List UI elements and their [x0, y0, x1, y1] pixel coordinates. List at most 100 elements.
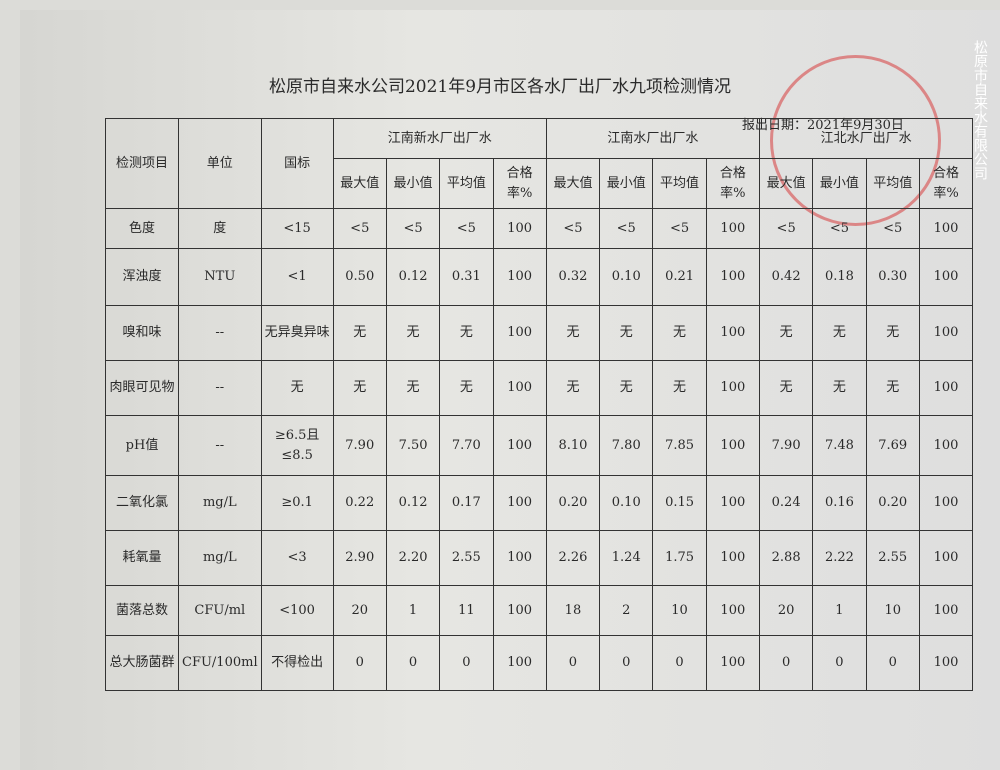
value-cell: 0 [545, 635, 601, 691]
value-cell: 0 [812, 635, 867, 691]
row-label: ≥0.1 [260, 475, 334, 531]
row-label: 无 [260, 360, 334, 416]
value-cell: 0 [385, 635, 441, 691]
value-cell: 2.20 [385, 530, 441, 586]
subheader-cell: 平均值 [439, 158, 494, 209]
row-label: 二氧化氯 [105, 475, 179, 531]
value-cell: 7.90 [332, 415, 387, 476]
subheader-cell: 平均值 [652, 158, 707, 209]
page: 松原市自来水公司2021年9月市区各水厂出厂水九项检测情况 报出日期：2021年… [20, 10, 1000, 770]
value-cell: 100 [492, 585, 547, 636]
row-label: <15 [260, 208, 334, 249]
subheader-cell: 最大值 [758, 158, 814, 209]
value-cell: 100 [705, 585, 760, 636]
value-cell: 100 [918, 305, 974, 361]
row: 色度度 <15 <5 <5 <5 100 <5 <5 <5 100 <5 <5 <5 100 [105, 208, 974, 249]
value-cell: 无 [758, 305, 814, 361]
value-cell: 100 [492, 360, 547, 416]
value-cell: <5 [652, 208, 707, 249]
value-cell: 100 [705, 475, 760, 531]
value-cell: 100 [705, 360, 760, 416]
value-cell: 无 [812, 305, 867, 361]
row-label: NTU [178, 248, 262, 306]
value-cell: 0.20 [545, 475, 601, 531]
value-cell: 0 [865, 635, 920, 691]
header-cell: 检测项目 [105, 118, 179, 209]
value-cell: 11 [439, 585, 494, 636]
row-label: CFU/ml [178, 585, 262, 636]
value-cell: 0.30 [865, 248, 920, 306]
group-header: 江北水厂出厂水 [758, 118, 974, 159]
row-label: 耗氧量 [105, 530, 179, 586]
row: 最大值 最小值 平均值 合格率% 最大值 最小值 平均值 合格率% 最大值 最小值 平均值 合格率% [106, 158, 974, 209]
value-cell: <5 [332, 208, 387, 249]
value-cell: 100 [918, 585, 974, 636]
value-cell: 无 [599, 305, 654, 361]
value-cell: 10 [652, 585, 707, 636]
value-cell: 0.18 [812, 248, 867, 306]
value-cell: 0.15 [652, 475, 707, 531]
row-label: -- [178, 415, 262, 476]
row: 浑浊度 NTU <1 0.50 0.12 0.31 100 0.32 0.10 0.21 100 0.… [105, 248, 974, 306]
row-label: <1 [260, 248, 334, 306]
row-label: -- [178, 360, 262, 416]
value-cell: 100 [918, 475, 974, 531]
value-cell: 100 [492, 475, 547, 531]
value-cell: 100 [918, 635, 974, 691]
value-cell: 100 [492, 208, 547, 249]
value-cell: <5 [599, 208, 654, 249]
value-cell: 0.24 [758, 475, 814, 531]
group-header: 江南新水厂出厂水 [332, 118, 547, 159]
value-cell: 100 [705, 208, 760, 249]
value-cell: 100 [492, 305, 547, 361]
subheader-cell: 合格率% [705, 158, 760, 209]
row-label: -- [178, 305, 262, 361]
value-cell: 100 [492, 530, 547, 586]
value-cell: 无 [599, 360, 654, 416]
value-cell: 0 [439, 635, 494, 691]
value-cell: 0.22 [332, 475, 387, 531]
row-label: 菌落总数 [105, 585, 179, 636]
value-cell: 无 [385, 360, 441, 416]
value-cell: 100 [705, 635, 760, 691]
value-cell: 无 [652, 360, 707, 416]
value-cell: 2.26 [545, 530, 601, 586]
value-cell: 100 [705, 415, 760, 476]
value-cell: 100 [918, 415, 974, 476]
value-cell: 100 [492, 635, 547, 691]
value-cell: 0.10 [599, 475, 654, 531]
row-label: pH值 [105, 415, 179, 476]
row: 耗氧量 mg/L <3 2.90 2.20 2.55 100 2.26 1.24 1.75 100 2… [105, 530, 974, 586]
subheader-cell: 合格率% [918, 158, 974, 209]
value-cell: <5 [439, 208, 494, 249]
row-label: 度 [178, 208, 262, 249]
value-cell: 100 [705, 530, 760, 586]
value-cell: 18 [545, 585, 601, 636]
row: 菌落总数 CFU/ml <100 20 1 11 100 18 2 10 100 20 1 10 100 [105, 585, 974, 636]
value-cell: 7.70 [439, 415, 494, 476]
value-cell: 1.75 [652, 530, 707, 586]
value-cell: 2 [599, 585, 654, 636]
subheader-cell: 最小值 [385, 158, 441, 209]
value-cell: 2.55 [865, 530, 920, 586]
value-cell: 无 [439, 305, 494, 361]
value-cell: 1 [385, 585, 441, 636]
value-cell: 0.32 [545, 248, 601, 306]
value-cell: 100 [492, 248, 547, 306]
subheader-cell: 合格率% [492, 158, 547, 209]
row-label: 总大肠菌群 [105, 635, 179, 691]
value-cell: 1 [812, 585, 867, 636]
subheader-cell: 平均值 [865, 158, 920, 209]
value-cell: 0.10 [599, 248, 654, 306]
group-header: 江南水厂出厂水 [545, 118, 760, 159]
row-label: 嗅和味 [105, 305, 179, 361]
row: 二氧化氯 mg/L ≥0.1 0.22 0.12 0.17 100 0.20 0.10 0.15 1… [105, 475, 974, 531]
value-cell: 无 [332, 305, 387, 361]
value-cell: 7.50 [385, 415, 441, 476]
value-cell: 100 [492, 415, 547, 476]
value-cell: 0 [599, 635, 654, 691]
value-cell: 0 [652, 635, 707, 691]
value-cell: 0.31 [439, 248, 494, 306]
subheader-cell: 最小值 [812, 158, 867, 209]
value-cell: 0 [758, 635, 814, 691]
